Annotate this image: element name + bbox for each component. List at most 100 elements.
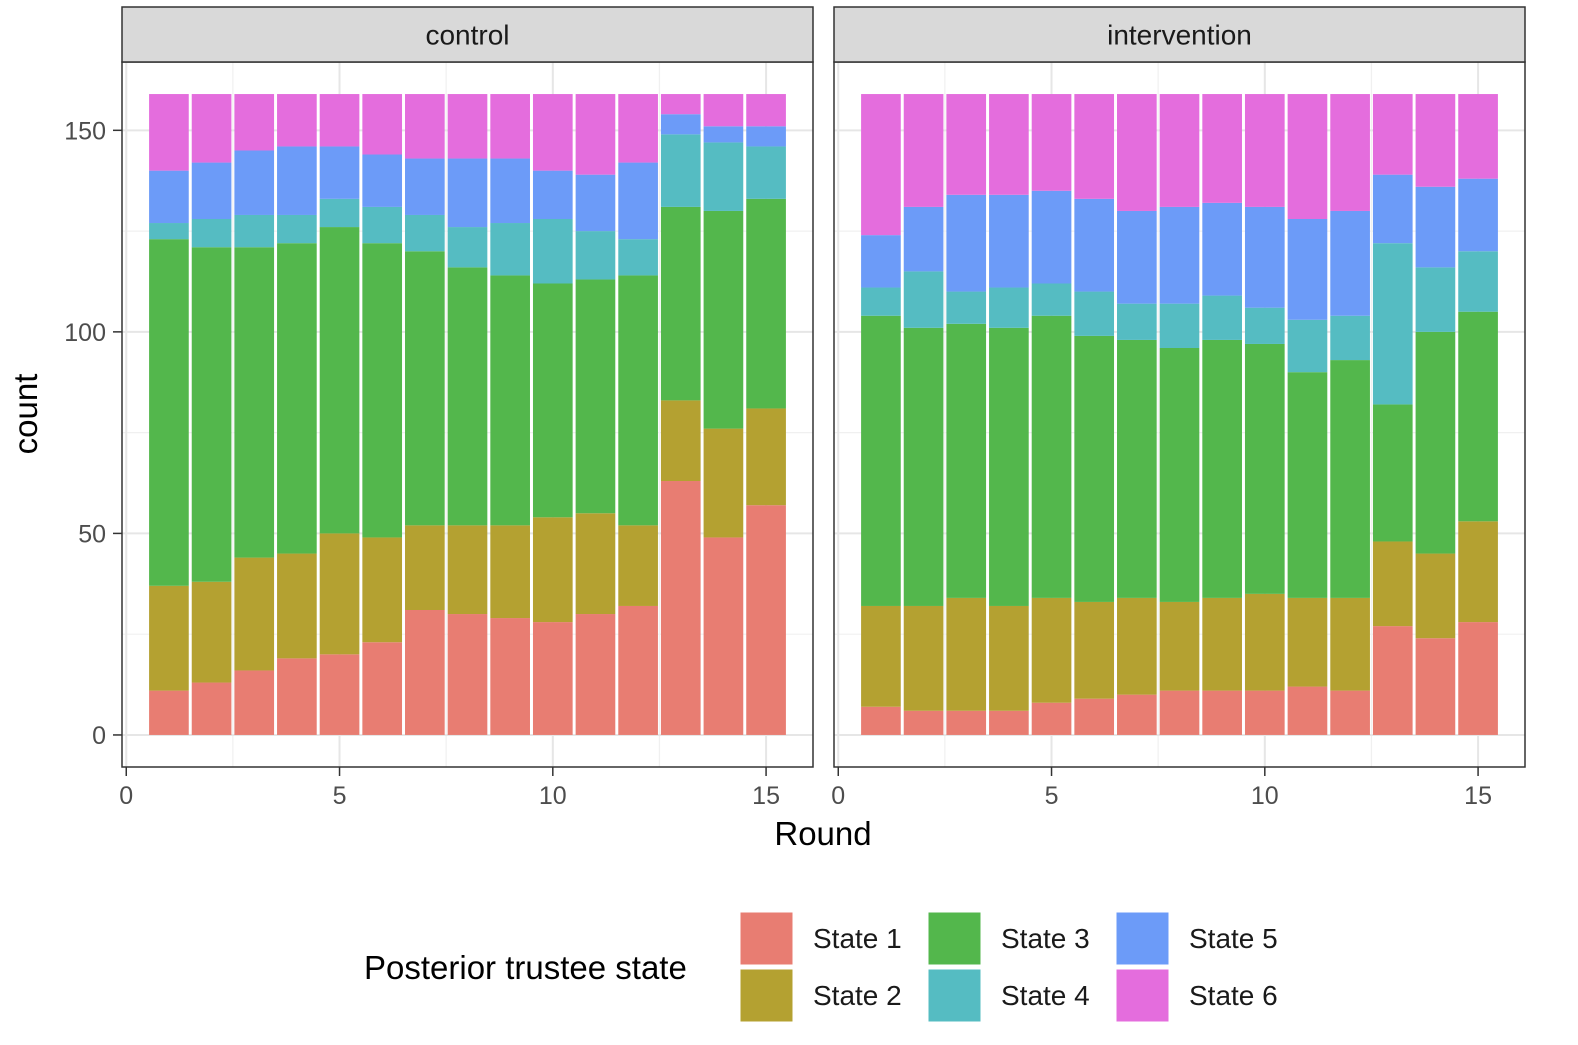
bar-segment-intervention-round-11-state-6 xyxy=(1287,94,1328,220)
bar-segment-intervention-round-8-state-2 xyxy=(1159,601,1200,691)
bar-segment-intervention-round-14-state-5 xyxy=(1415,186,1456,268)
x-tick-label: 0 xyxy=(119,782,133,810)
bar-segment-control-round-1-state-2 xyxy=(149,585,189,691)
bar-segment-intervention-round-3-state-4 xyxy=(946,291,987,324)
bar-segment-intervention-round-12-state-3 xyxy=(1330,360,1370,598)
bar-segment-control-round-5-state-6 xyxy=(319,94,360,147)
legend-title: Posterior trustee state xyxy=(364,949,687,986)
bar-segment-intervention-round-7-state-2 xyxy=(1117,597,1157,695)
bar-segment-control-round-8-state-3 xyxy=(447,267,488,526)
legend: Posterior trustee state State 1 State 2 Sta… xyxy=(364,911,1278,1023)
bar-segment-control-round-5-state-3 xyxy=(319,227,360,534)
bar-segment-control-round-2-state-1 xyxy=(191,682,232,735)
bar-segment-control-round-13-state-6 xyxy=(660,94,701,115)
bar-segment-control-round-15-state-1 xyxy=(746,505,786,735)
bar-segment-intervention-round-8-state-5 xyxy=(1159,206,1200,304)
legend-item-state-5: State 5 xyxy=(1115,911,1278,966)
bar-segment-control-round-14-state-3 xyxy=(703,210,744,429)
bar-segment-intervention-round-3-state-2 xyxy=(946,597,987,711)
bar-segment-control-round-7-state-5 xyxy=(405,158,445,215)
bar-segment-control-round-8-state-6 xyxy=(447,94,488,159)
bar-segment-intervention-round-15-state-5 xyxy=(1458,178,1498,252)
bar-segment-intervention-round-6-state-4 xyxy=(1074,291,1115,336)
bar-segment-intervention-round-4-state-6 xyxy=(989,94,1029,195)
bar-segment-intervention-round-1-state-6 xyxy=(861,94,901,236)
bar-segment-control-round-2-state-6 xyxy=(191,94,232,163)
bar-segment-control-round-6-state-6 xyxy=(362,94,403,155)
x-tick-label: 5 xyxy=(1045,782,1059,810)
bar-segment-intervention-round-2-state-2 xyxy=(903,605,944,711)
bar-segment-intervention-round-12-state-2 xyxy=(1330,597,1370,691)
bar-segment-control-round-15-state-2 xyxy=(746,408,786,506)
x-axis-title: Round xyxy=(774,815,871,852)
bar-segment-control-round-9-state-1 xyxy=(490,618,530,735)
bar-segment-control-round-15-state-6 xyxy=(746,94,786,127)
bar-segment-control-round-6-state-2 xyxy=(362,537,403,643)
bar-segment-intervention-round-8-state-6 xyxy=(1159,94,1200,207)
bar-segment-intervention-round-9-state-4 xyxy=(1202,295,1242,340)
bar-segment-control-round-14-state-5 xyxy=(703,126,744,143)
x-tick-label: 10 xyxy=(1251,782,1279,810)
legend-key-swatch xyxy=(1115,911,1170,966)
facet-strip xyxy=(121,6,814,63)
bar-segment-control-round-15-state-4 xyxy=(746,146,786,199)
bar-segment-intervention-round-7-state-4 xyxy=(1117,303,1157,340)
bar-segment-control-round-11-state-3 xyxy=(575,279,616,514)
bar-segment-control-round-5-state-1 xyxy=(319,654,360,735)
legend-key-swatch xyxy=(927,968,982,1023)
bar-segment-control-round-9-state-3 xyxy=(490,275,530,526)
facet-strip-label: control xyxy=(425,20,509,51)
bar-segment-intervention-round-10-state-6 xyxy=(1244,94,1285,207)
bar-segment-control-round-1-state-3 xyxy=(149,239,189,586)
legend-key-swatch xyxy=(1115,968,1170,1023)
bar-segment-intervention-round-6-state-6 xyxy=(1074,94,1115,199)
bar-segment-control-round-5-state-4 xyxy=(319,198,360,228)
bar-segment-intervention-round-9-state-5 xyxy=(1202,202,1242,296)
bar-segment-control-round-5-state-2 xyxy=(319,533,360,655)
bar-segment-intervention-round-10-state-2 xyxy=(1244,593,1285,691)
bar-segment-intervention-round-12-state-5 xyxy=(1330,210,1370,316)
bar-segment-control-round-14-state-1 xyxy=(703,537,744,735)
legend-entry-label: State 1 xyxy=(813,923,902,954)
bar-segment-control-round-6-state-4 xyxy=(362,206,403,244)
bar-segment-control-round-10-state-1 xyxy=(532,622,573,735)
bar-segment-intervention-round-15-state-6 xyxy=(1458,94,1498,179)
bar-segment-intervention-round-7-state-5 xyxy=(1117,210,1157,304)
bar-segment-control-round-7-state-3 xyxy=(405,251,445,526)
bar-segment-control-round-1-state-4 xyxy=(149,223,189,240)
bar-segment-control-round-12-state-5 xyxy=(618,162,658,240)
legend-entry-label: State 5 xyxy=(1189,923,1278,954)
bar-segment-control-round-12-state-3 xyxy=(618,275,658,526)
bar-segment-intervention-round-4-state-3 xyxy=(989,327,1029,606)
bar-segment-intervention-round-2-state-5 xyxy=(903,206,944,272)
bar-segment-control-round-6-state-3 xyxy=(362,243,403,538)
x-tick-label: 10 xyxy=(539,782,567,810)
bar-segment-intervention-round-4-state-5 xyxy=(989,194,1029,288)
bar-segment-intervention-round-9-state-2 xyxy=(1202,597,1242,691)
bar-segment-control-round-13-state-3 xyxy=(660,206,701,401)
bar-segment-control-round-10-state-4 xyxy=(532,219,573,284)
bar-segment-control-round-4-state-1 xyxy=(277,658,317,735)
bar-segment-intervention-round-8-state-3 xyxy=(1159,347,1200,602)
bar-segment-intervention-round-5-state-4 xyxy=(1031,283,1072,316)
bar-segment-intervention-round-10-state-4 xyxy=(1244,307,1285,344)
bar-segment-control-round-6-state-1 xyxy=(362,642,403,735)
bar-segment-control-round-7-state-2 xyxy=(405,525,445,610)
bar-segment-control-round-14-state-4 xyxy=(703,142,744,211)
y-tick-label: 150 xyxy=(64,117,106,145)
bar-segment-intervention-round-4-state-1 xyxy=(989,710,1029,735)
bar-segment-intervention-round-14-state-2 xyxy=(1415,553,1456,639)
bar-segment-intervention-round-14-state-6 xyxy=(1415,94,1456,187)
bar-segment-control-round-15-state-3 xyxy=(746,198,786,409)
bar-segment-control-round-12-state-4 xyxy=(618,239,658,276)
bar-segment-intervention-round-11-state-4 xyxy=(1287,319,1328,373)
legend-key-swatch xyxy=(739,911,794,966)
bar-segment-intervention-round-5-state-3 xyxy=(1031,315,1072,598)
bar-segment-control-round-3-state-6 xyxy=(234,94,275,151)
bar-segment-intervention-round-9-state-3 xyxy=(1202,339,1242,598)
legend-entry-label: State 6 xyxy=(1189,980,1278,1011)
x-tick-label: 15 xyxy=(752,782,780,810)
bar-segment-intervention-round-1-state-2 xyxy=(861,605,901,707)
bar-segment-intervention-round-11-state-2 xyxy=(1287,597,1328,687)
bar-segment-control-round-8-state-5 xyxy=(447,158,488,228)
